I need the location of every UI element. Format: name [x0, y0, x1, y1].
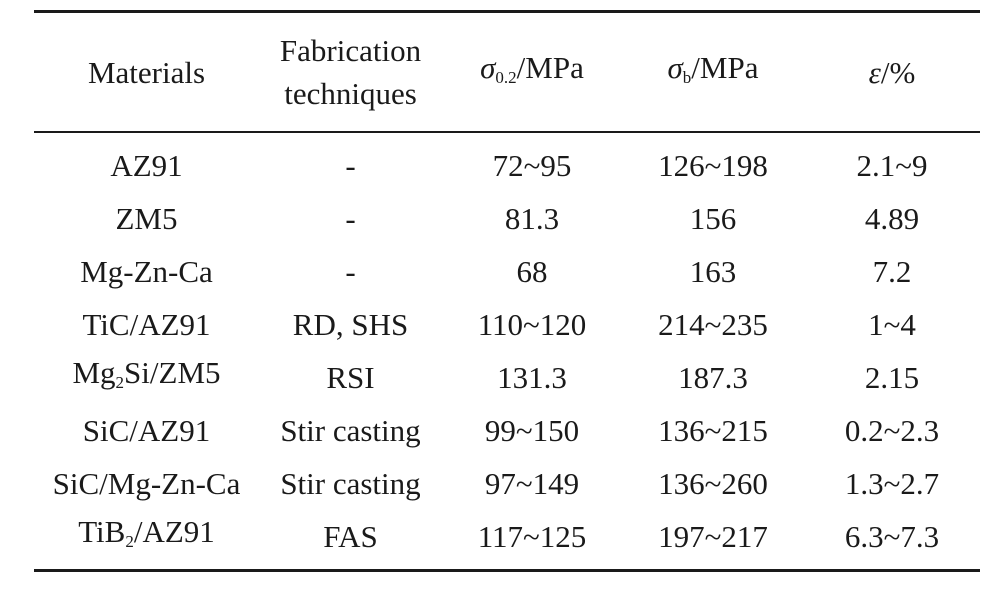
- properties-table-container: Materials Fabrication techniques σ0.2/MP…: [34, 10, 980, 572]
- header-fabrication-line1: Fabrication: [279, 33, 422, 68]
- table-row: AZ91 - 72~95 126~198 2.1~9: [34, 132, 980, 192]
- yield-unit: /MPa: [516, 49, 584, 85]
- cell-technique: Stir casting: [280, 465, 421, 501]
- cell-yield: 110~120: [477, 306, 587, 342]
- cell-technique: -: [345, 200, 356, 236]
- cell-tensile: 163: [689, 253, 737, 289]
- table-row: TiC/AZ91 RD, SHS 110~120 214~235 1~4: [34, 298, 980, 351]
- cell-material: AZ91: [110, 147, 183, 183]
- cell-technique: -: [345, 253, 356, 289]
- cell-technique: RSI: [326, 359, 375, 395]
- table-row: SiC/Mg-Zn-Ca Stir casting 97~149 136~260…: [34, 457, 980, 510]
- header-tensile-strength: σb/MPa: [622, 12, 804, 133]
- material-prefix: Mg: [72, 354, 116, 390]
- cell-technique: -: [345, 147, 356, 183]
- cell-yield: 81.3: [504, 200, 560, 236]
- cell-tensile: 126~198: [658, 147, 768, 183]
- cell-technique: RD, SHS: [292, 306, 409, 342]
- cell-tensile: 187.3: [678, 359, 748, 395]
- tensile-subscript: b: [682, 67, 692, 87]
- tensile-symbol: σ: [667, 49, 683, 85]
- cell-tensile: 156: [689, 200, 737, 236]
- table-row: Mg-Zn-Ca - 68 163 7.2: [34, 245, 980, 298]
- cell-yield: 72~95: [492, 147, 572, 183]
- table-row: SiC/AZ91 Stir casting 99~150 136~215 0.2…: [34, 404, 980, 457]
- header-fabrication-line2: techniques: [284, 76, 417, 111]
- cell-elongation: 2.1~9: [856, 147, 928, 183]
- table-body: AZ91 - 72~95 126~198 2.1~9 ZM5 - 81.3 15…: [34, 132, 980, 571]
- cell-tensile: 197~217: [658, 518, 768, 554]
- elongation-symbol: ε: [868, 54, 881, 90]
- cell-yield: 97~149: [484, 465, 580, 501]
- cell-tensile: 136~215: [658, 412, 768, 448]
- tensile-unit: /MPa: [691, 49, 759, 85]
- cell-tensile: 136~260: [658, 465, 768, 501]
- header-fabrication-techniques: Fabrication techniques: [259, 12, 442, 133]
- header-materials: Materials: [34, 12, 259, 133]
- material-subscript: 2: [115, 372, 125, 392]
- cell-yield: 131.3: [497, 359, 567, 395]
- cell-elongation: 0.2~2.3: [844, 412, 940, 448]
- material-prefix: TiB: [78, 513, 126, 549]
- table-row: ZM5 - 81.3 156 4.89: [34, 192, 980, 245]
- cell-material: TiB2/AZ91: [34, 510, 259, 571]
- yield-symbol: σ: [480, 49, 496, 85]
- mechanical-properties-table: Materials Fabrication techniques σ0.2/MP…: [34, 10, 980, 572]
- cell-material: SiC/AZ91: [82, 412, 211, 448]
- material-subscript: 2: [125, 531, 134, 551]
- cell-yield: 117~125: [477, 518, 587, 554]
- header-elongation: ε/%: [804, 12, 980, 133]
- cell-material: Mg2Si/ZM5: [34, 351, 259, 404]
- table-header: Materials Fabrication techniques σ0.2/MP…: [34, 11, 980, 133]
- cell-tensile: 214~235: [658, 306, 768, 342]
- cell-elongation: 7.2: [872, 253, 912, 289]
- cell-elongation: 2.15: [864, 359, 920, 395]
- header-materials-label: Materials: [87, 54, 206, 90]
- cell-yield: 99~150: [484, 412, 580, 448]
- yield-subscript: 0.2: [495, 67, 517, 87]
- cell-material: Mg-Zn-Ca: [80, 253, 213, 289]
- cell-material: ZM5: [115, 200, 178, 236]
- cell-elongation: 4.89: [864, 200, 920, 236]
- cell-elongation: 6.3~7.3: [844, 518, 940, 554]
- cell-technique: FAS: [323, 518, 378, 554]
- cell-yield: 68: [516, 253, 548, 289]
- table-row: TiB2/AZ91 FAS 117~125 197~217 6.3~7.3: [34, 510, 980, 571]
- material-suffix: Si/ZM5: [124, 354, 221, 390]
- elongation-unit: /%: [880, 54, 916, 90]
- cell-technique: Stir casting: [280, 412, 421, 448]
- header-yield-strength: σ0.2/MPa: [442, 12, 622, 133]
- table-row: Mg2Si/ZM5 RSI 131.3 187.3 2.15: [34, 351, 980, 404]
- cell-elongation: 1.3~2.7: [844, 465, 940, 501]
- material-suffix: /AZ91: [133, 513, 215, 549]
- cell-material: SiC/Mg-Zn-Ca: [52, 465, 241, 501]
- header-row: Materials Fabrication techniques σ0.2/MP…: [34, 11, 980, 133]
- cell-material: TiC/AZ91: [82, 306, 211, 342]
- cell-elongation: 1~4: [868, 306, 916, 342]
